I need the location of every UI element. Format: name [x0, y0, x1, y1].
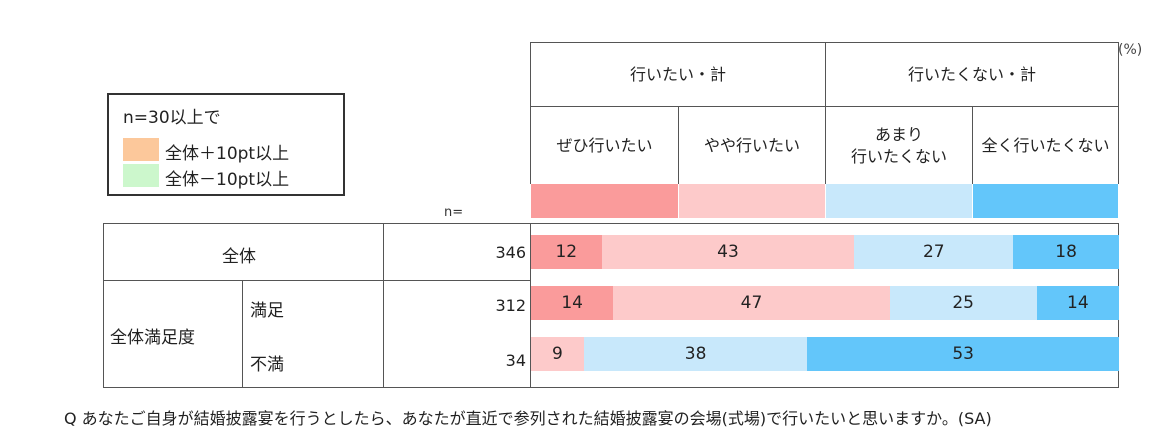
swatch-definitely — [531, 184, 678, 218]
table-sub-divider — [242, 280, 243, 388]
header-right-line — [1118, 42, 1119, 184]
legend-title: n=30以上で — [123, 108, 221, 128]
question-text: Q あなたご自身が結婚披露宴を行うとしたら、あなたが直近で参列された結婚披露宴の… — [64, 409, 992, 428]
n-label: n= — [444, 205, 464, 220]
legend: n=30以上で 全体＋10pt以上 全体－10pt以上 — [107, 93, 345, 196]
bar-segment-r0-s3: 18 — [1013, 235, 1119, 269]
legend-label-minus: 全体－10pt以上 — [165, 170, 290, 190]
header-sub-not-much: あまり 行いたくない — [850, 124, 947, 166]
bar-segment-r1-s1: 47 — [613, 286, 890, 320]
bar-segment-r1-s0: 14 — [531, 286, 614, 320]
row-label-satisfied: 満足 — [250, 301, 284, 321]
bar-segment-r2-s2: 38 — [583, 337, 808, 371]
table-row1-line — [103, 280, 531, 281]
header-sub-divider-2 — [972, 106, 973, 184]
header-sub-not-at-all: 全く行いたくない — [981, 135, 1110, 155]
table-chart-left-line — [530, 223, 531, 388]
swatch-somewhat — [679, 184, 825, 218]
table-label-divider — [383, 223, 384, 388]
unit-label: (%) — [1118, 42, 1143, 58]
header-top-line — [530, 42, 1119, 43]
header-sub-somewhat: やや行いたい — [703, 135, 800, 155]
bar-segment-r1-s3: 14 — [1036, 286, 1119, 320]
swatch-not-much — [826, 184, 972, 218]
row-label-total: 全体 — [222, 247, 256, 267]
swatch-not-at-all — [973, 184, 1118, 218]
bar-segment-r2-s3: 53 — [807, 337, 1119, 371]
bar-segment-r0-s0: 12 — [531, 235, 602, 269]
header-sub-divider-1 — [678, 106, 679, 184]
bar-segment-r0-s2: 27 — [854, 235, 1014, 269]
legend-swatch-minus — [123, 164, 159, 187]
bar-segment-r2-s1: 9 — [531, 337, 584, 371]
bar-segment-r0-s1: 43 — [601, 235, 855, 269]
bar-segment-r1-s2: 25 — [889, 286, 1037, 320]
header-sub-definitely: ぜひ行いたい — [556, 135, 653, 155]
header-group-want: 行いたい・計 — [629, 64, 726, 84]
legend-swatch-plus — [123, 138, 159, 161]
row-label-dissatisfied: 不満 — [250, 355, 284, 375]
header-left-line — [530, 42, 531, 184]
table-top-line — [103, 223, 1119, 224]
row-label-group: 全体満足度 — [110, 328, 195, 348]
header-mid-line — [530, 106, 1119, 107]
n-value-satisfied: 312 — [495, 296, 526, 315]
legend-label-plus: 全体＋10pt以上 — [165, 144, 290, 164]
table-left-line — [103, 223, 104, 388]
header-group-not-want: 行いたくない・計 — [907, 64, 1036, 84]
n-value-dissatisfied: 34 — [505, 351, 526, 370]
n-value-total: 346 — [495, 243, 526, 262]
header-group-divider — [825, 42, 826, 184]
table-bottom-line — [103, 387, 1119, 388]
